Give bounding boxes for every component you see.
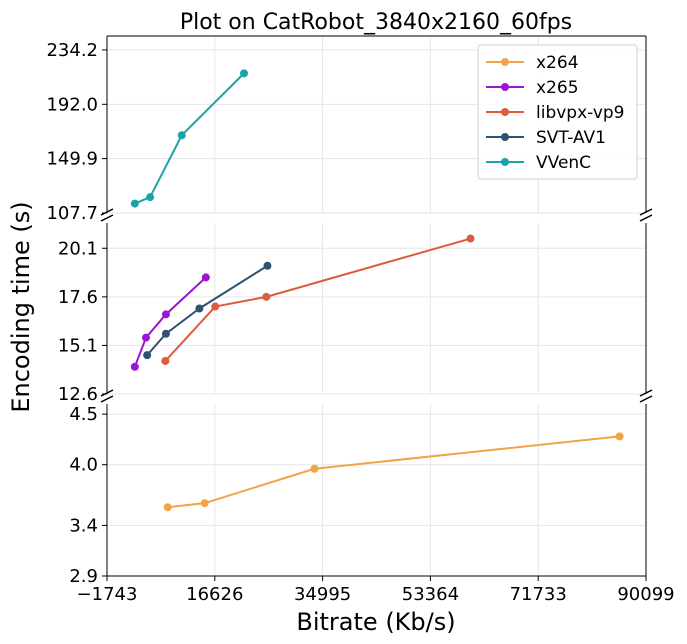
series-line-x265 [133, 276, 207, 368]
x-tick-label: 16626 [186, 584, 243, 605]
legend-box [477, 44, 638, 180]
axis-break-mark [100, 214, 114, 222]
y-axis-label: Encoding time (s) [7, 201, 35, 412]
y-tick-label: 4.5 [69, 404, 98, 425]
x-tick-label: 34995 [294, 584, 351, 605]
axis-break-mark [639, 214, 653, 222]
legend-swatch-marker [501, 133, 509, 141]
y-tick-label: 20.1 [58, 238, 98, 259]
plot-area: 107.7 149.9 192.0 234.2 12.6 15.1 17.6 20.1 2.9 3… [46, 35, 675, 605]
series-line-SVT-AV1 [146, 264, 269, 356]
data-point-x264 [163, 503, 172, 512]
legend-swatch-marker [501, 83, 509, 91]
x-tick-label: 53364 [402, 584, 459, 605]
y-tick-label: 149.9 [46, 149, 98, 170]
axis-break-mark [100, 389, 114, 397]
data-point-x265 [130, 362, 139, 371]
data-point-VVenC [177, 131, 186, 140]
legend-label-VVenC: VVenC [536, 153, 591, 173]
y-tick-label: 107.7 [46, 203, 98, 224]
y-tick-label: 4.0 [69, 455, 98, 476]
legend-swatch-marker [501, 108, 509, 116]
y-tick-label: 192.0 [46, 94, 98, 115]
series-line-libvpx-vp9 [164, 237, 471, 362]
data-point-libvpx-vp9 [262, 292, 271, 301]
data-point-SVT-AV1 [195, 304, 204, 313]
data-point-SVT-AV1 [263, 261, 272, 270]
data-point-x265 [201, 273, 210, 282]
axis-break-mark [100, 208, 114, 216]
axis-break-mark [100, 395, 114, 403]
data-point-x264 [615, 432, 624, 441]
legend-label-SVT-AV1: SVT-AV1 [536, 128, 606, 148]
data-point-libvpx-vp9 [211, 302, 220, 311]
data-point-x265 [141, 333, 150, 342]
y-tick-label: 12.6 [58, 384, 98, 405]
data-point-SVT-AV1 [143, 351, 152, 360]
legend-swatch-marker [501, 58, 509, 66]
legend-label-x264: x264 [536, 53, 579, 73]
data-point-VVenC [239, 69, 248, 78]
data-point-x264 [310, 464, 319, 473]
y-tick-label: 15.1 [58, 335, 98, 356]
y-tick-label: 3.4 [69, 515, 98, 536]
x-tick-label: 90099 [617, 584, 674, 605]
y-tick-label: 234.2 [46, 40, 98, 61]
series-line-VVenC [134, 72, 245, 205]
x-tick-label: 71733 [510, 584, 567, 605]
axis-break-mark [639, 389, 653, 397]
series-line-x264 [167, 435, 620, 509]
axis-break-mark [639, 395, 653, 403]
y-tick-label: 2.9 [69, 566, 98, 587]
y-tick-label: 17.6 [58, 287, 98, 308]
axis-break-mark [639, 208, 653, 216]
data-point-libvpx-vp9 [466, 234, 475, 243]
data-point-VVenC [146, 193, 155, 202]
chart-title: Plot on CatRobot_3840x2160_60fps [180, 10, 572, 35]
legend-label-libvpx-vp9: libvpx-vp9 [536, 103, 625, 123]
legend-swatch-marker [501, 158, 509, 166]
x-axis-label: Bitrate (Kb/s) [296, 608, 455, 636]
data-point-x265 [161, 310, 170, 319]
x-tick-label: −1743 [77, 584, 138, 605]
data-point-SVT-AV1 [161, 329, 170, 338]
data-point-x264 [200, 499, 209, 508]
data-point-libvpx-vp9 [161, 356, 170, 365]
legend-label-x265: x265 [536, 78, 579, 98]
data-point-VVenC [130, 199, 139, 208]
legend: x264 x265 libvpx-vp9 SVT-AV1 VVenC [477, 44, 638, 180]
